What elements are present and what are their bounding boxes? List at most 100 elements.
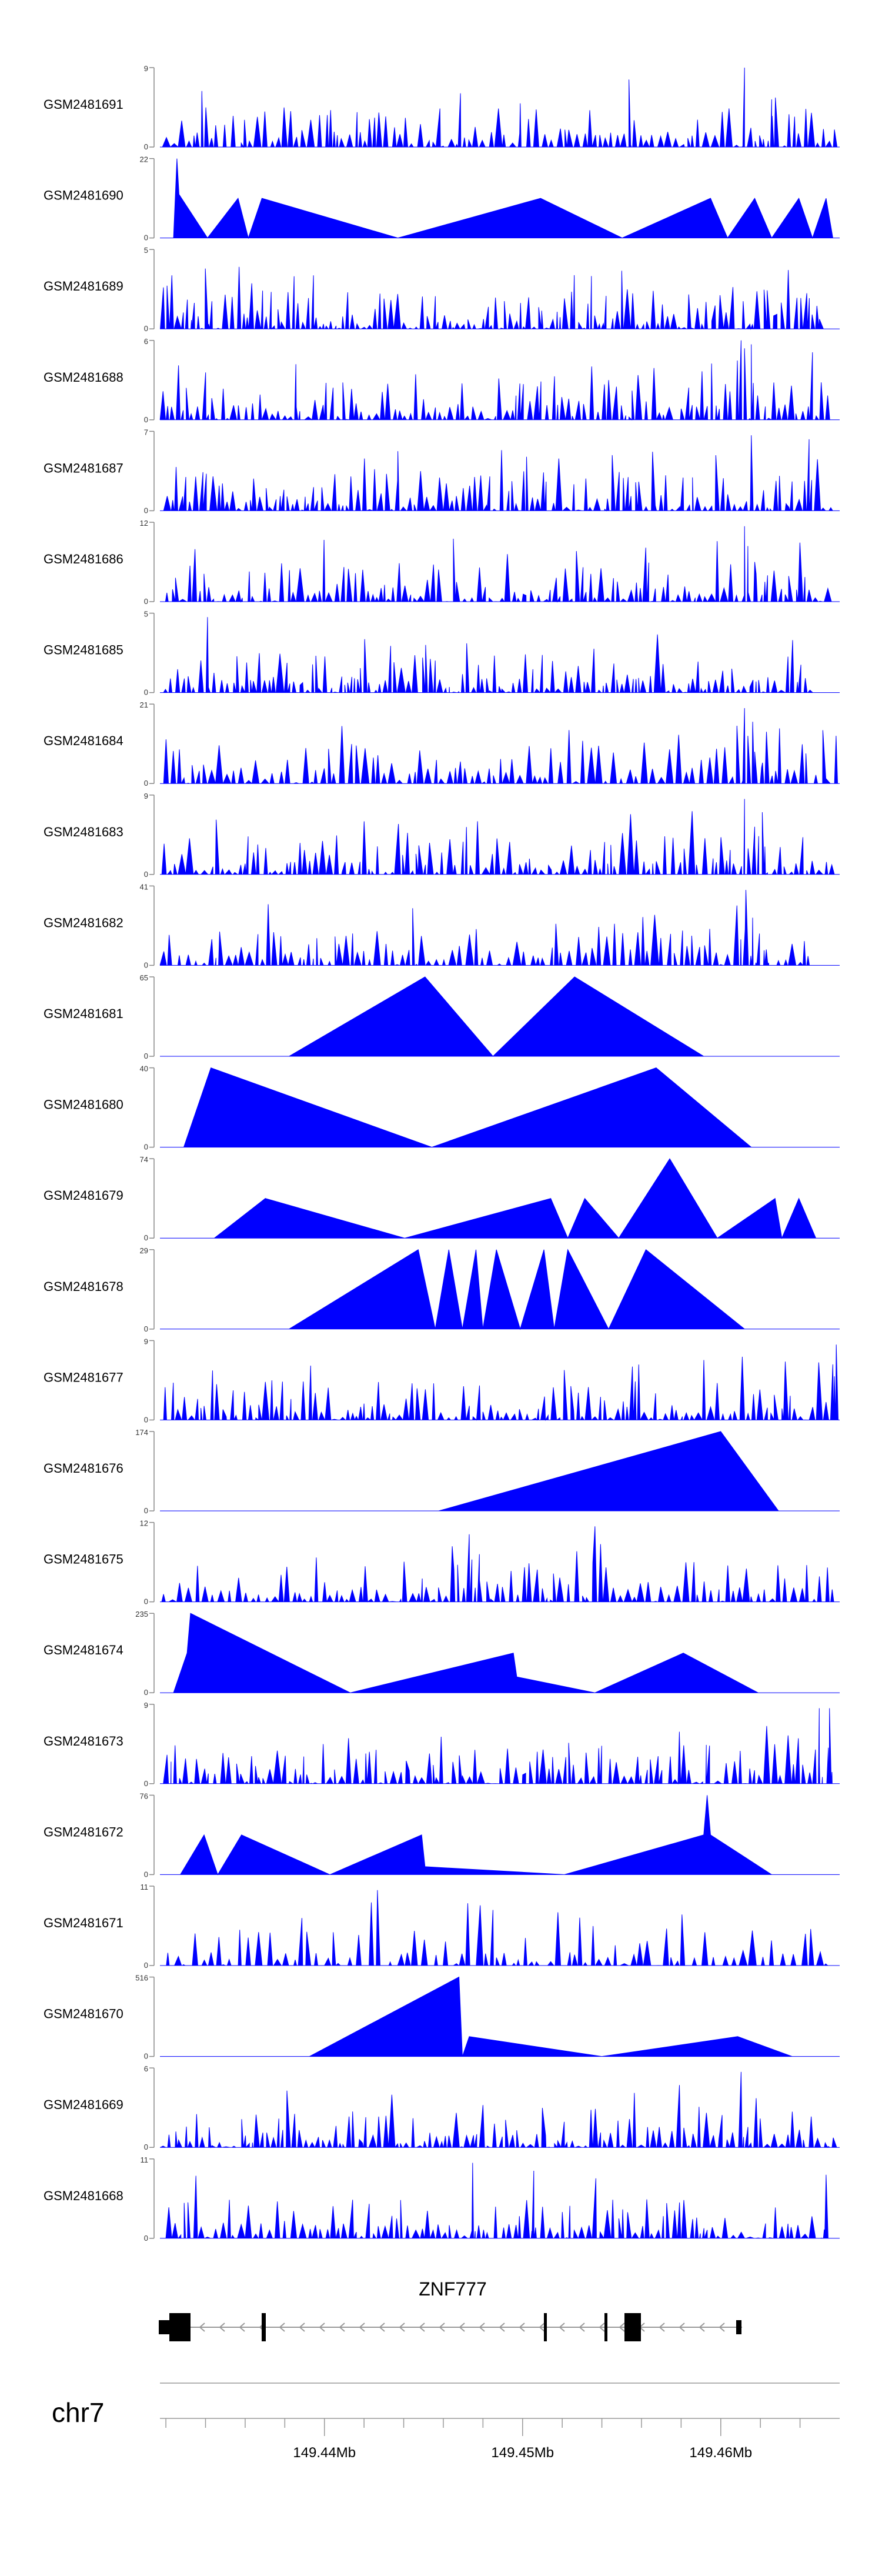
strand-arrow-icon: [539, 2323, 545, 2332]
track-label: GSM2481672: [44, 1824, 123, 1839]
coverage-area: [160, 799, 840, 876]
y-min-label: 0: [144, 688, 148, 697]
gene-model-znf777: [159, 2313, 742, 2341]
x-tick-label: 149.44Mb: [293, 2445, 356, 2461]
track-GSM2481672: GSM2481672 76 0: [44, 1791, 840, 1878]
coverage-area: [160, 1249, 840, 1330]
track-GSM2481682: GSM2481682 41 0: [44, 882, 840, 969]
track-GSM2481671: GSM2481671 11 0: [44, 1883, 840, 1970]
y-max-label: 9: [144, 792, 148, 800]
coverage-area: [160, 1344, 840, 1422]
track-GSM2481689: GSM2481689 5 0: [44, 246, 840, 333]
x-tick-label: 149.45Mb: [491, 2445, 554, 2461]
exon-block: [736, 2320, 741, 2334]
coverage-area: [160, 708, 840, 784]
y-max-label: 5: [144, 246, 148, 255]
y-min-label: 0: [144, 779, 148, 788]
strand-arrow-icon: [279, 2323, 285, 2332]
y-max-label: 76: [140, 1791, 148, 1800]
track-label: GSM2481679: [44, 1188, 123, 1203]
y-min-label: 0: [144, 142, 148, 151]
y-min-label: 0: [144, 1233, 148, 1242]
coverage-area: [160, 1158, 840, 1239]
track-label: GSM2481674: [44, 1643, 123, 1657]
coverage-area: [160, 2163, 840, 2239]
strand-arrow-icon: [459, 2323, 465, 2332]
track-label: GSM2481669: [44, 2097, 123, 2112]
coverage-area: [160, 2071, 840, 2148]
genome-axis: chr7 149.44Mb 149.45Mb 149.46Mb: [52, 2383, 840, 2461]
x-tick-label: 149.46Mb: [689, 2445, 752, 2461]
track-label: GSM2481687: [44, 461, 123, 475]
strand-arrow-icon: [359, 2323, 365, 2332]
y-max-label: 6: [144, 337, 148, 346]
y-max-label: 11: [141, 2155, 149, 2164]
track-label: GSM2481678: [44, 1279, 123, 1294]
track-GSM2481686: GSM2481686 12 0: [44, 519, 840, 606]
y-min-label: 0: [144, 960, 148, 969]
coverage-area: [160, 1976, 840, 2057]
y-min-label: 0: [144, 2234, 148, 2243]
track-GSM2481679: GSM2481679 74 0: [44, 1155, 840, 1242]
strand-arrow-icon: [559, 2323, 565, 2332]
track-label: GSM2481680: [44, 1097, 123, 1112]
track-label: GSM2481682: [44, 915, 123, 930]
strand-arrow-icon: [519, 2323, 525, 2332]
axis-ticks: 149.44Mb 149.45Mb 149.46Mb: [160, 2383, 840, 2461]
exon-block: [624, 2313, 641, 2341]
strand-arrow-icon: [419, 2323, 425, 2332]
coverage-area: [160, 1613, 840, 1693]
exon-block: [169, 2313, 191, 2341]
exon-block: [604, 2313, 607, 2341]
coverage-area: [159, 890, 840, 966]
y-max-label: 9: [144, 64, 148, 73]
coverage-area: [160, 1526, 840, 1603]
y-min-label: 0: [144, 1143, 148, 1152]
track-GSM2481674: GSM2481674 235 0: [44, 1610, 840, 1697]
chromosome-label: chr7: [52, 2397, 104, 2428]
coverage-area: [160, 67, 840, 148]
track-GSM2481690: GSM2481690 22 0: [44, 155, 840, 242]
y-max-label: 174: [135, 1428, 148, 1437]
track-label: GSM2481690: [44, 188, 123, 203]
track-GSM2481691: GSM2481691 9 0: [44, 64, 840, 151]
track-GSM2481673: GSM2481673 9 0: [44, 1701, 840, 1788]
strand-arrow-icon: [219, 2323, 225, 2332]
y-min-label: 0: [144, 870, 148, 879]
strand-arrow-icon: [579, 2323, 585, 2332]
track-GSM2481680: GSM2481680 40 0: [44, 1065, 840, 1152]
track-label: GSM2481677: [44, 1370, 123, 1384]
y-min-label: 0: [144, 1415, 148, 1424]
y-max-label: 41: [140, 882, 148, 891]
track-label: GSM2481668: [44, 2188, 123, 2203]
exon-block: [262, 2313, 266, 2341]
coverage-area: [160, 435, 840, 512]
track-label: GSM2481683: [44, 825, 123, 839]
track-GSM2481678: GSM2481678 29 0: [44, 1246, 840, 1333]
y-max-label: 12: [140, 1519, 148, 1528]
coverage-area: [160, 1431, 840, 1511]
coverage-area: [160, 1708, 840, 1785]
y-min-label: 0: [144, 1506, 148, 1515]
y-max-label: 12: [140, 519, 148, 528]
y-min-label: 0: [144, 324, 148, 333]
track-label: GSM2481689: [44, 279, 123, 293]
track-GSM2481677: GSM2481677 9 0: [44, 1337, 840, 1424]
y-min-label: 0: [144, 1052, 148, 1060]
strand-arrow-icon: [319, 2323, 325, 2332]
track-label: GSM2481675: [44, 1552, 123, 1567]
y-max-label: 74: [140, 1155, 148, 1164]
y-max-label: 9: [144, 1701, 148, 1710]
track-GSM2481687: GSM2481687 7 0: [44, 428, 840, 515]
coverage-area: [160, 1067, 840, 1148]
y-max-label: 22: [140, 155, 148, 164]
track-label: GSM2481676: [44, 1461, 123, 1476]
strand-arrow-icon: [679, 2323, 685, 2332]
y-min-label: 0: [144, 2143, 148, 2151]
coverage-area: [160, 1795, 840, 1876]
y-min-label: 0: [144, 1688, 148, 1697]
strand-arrow-icon: [379, 2323, 385, 2332]
y-min-label: 0: [144, 415, 148, 424]
track-GSM2481688: GSM2481688 6 0: [44, 337, 840, 424]
